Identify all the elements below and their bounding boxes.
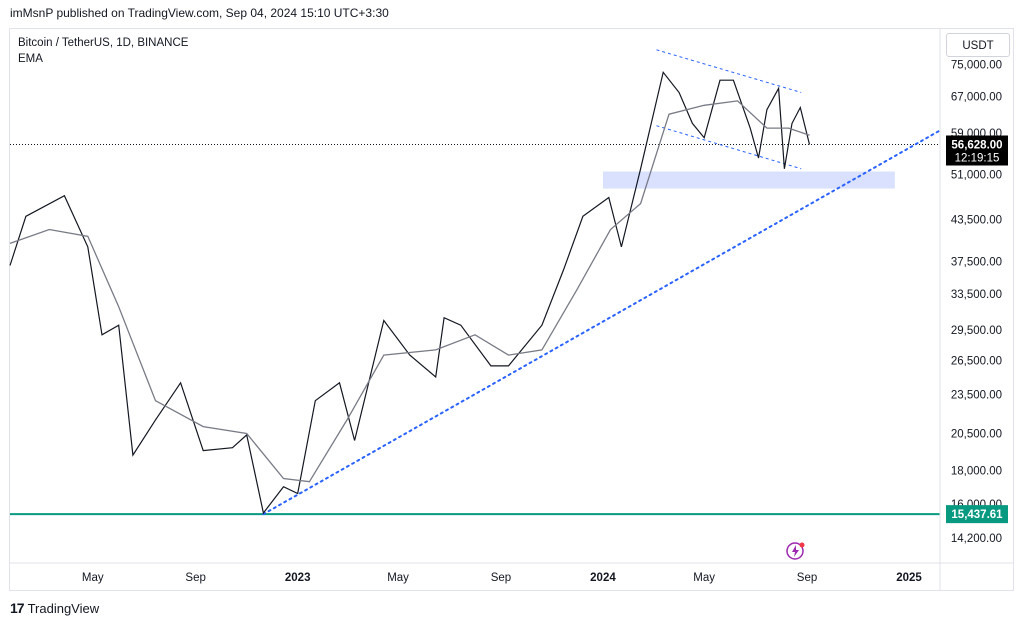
support-price-badge <box>946 505 1008 524</box>
y-tick-label: 67,000.00 <box>951 92 1002 104</box>
channel-lower-line <box>656 125 802 170</box>
x-tick-label: May <box>387 572 409 584</box>
currency-button[interactable]: USDT <box>946 33 1010 57</box>
x-tick-label: 2024 <box>590 572 616 584</box>
y-tick-label: 18,000.00 <box>951 465 1002 477</box>
x-tick-label: May <box>693 572 715 584</box>
x-tick-label: Sep <box>185 572 205 584</box>
countdown-label: 12:19:15 <box>955 153 1000 165</box>
ascending-trendline <box>262 129 941 516</box>
x-tick-label: May <box>82 572 104 584</box>
x-tick-label: 2023 <box>285 572 311 584</box>
last-price-badge <box>946 135 1008 166</box>
tradingview-logo-icon: 17 <box>10 600 25 616</box>
y-tick-label: 14,200.00 <box>951 533 1002 545</box>
ema-series-line <box>9 100 810 483</box>
channel-upper-line <box>656 49 802 93</box>
y-tick-label: 29,500.00 <box>951 325 1002 337</box>
y-tick-label: 43,500.00 <box>951 215 1002 227</box>
indicator-label[interactable]: EMA <box>18 53 43 65</box>
event-dot-icon <box>799 542 805 548</box>
x-tick-label: Sep <box>797 572 817 584</box>
footer-brand: 17 TradingView <box>10 600 99 616</box>
support-price-label: 15,437.61 <box>951 509 1003 521</box>
x-tick-label: 2025 <box>896 572 922 584</box>
y-tick-label: 51,000.00 <box>951 169 1002 181</box>
last-price-label: 56,628.00 <box>951 140 1002 152</box>
price-series-line <box>9 70 811 515</box>
x-tick-label: Sep <box>491 572 511 584</box>
lightning-bolt-icon <box>792 545 799 557</box>
support-zone <box>602 171 895 189</box>
lightning-event-icon <box>786 542 804 560</box>
y-tick-label: 20,500.00 <box>951 428 1002 440</box>
y-tick-label: 33,500.00 <box>951 289 1002 301</box>
y-tick-label: 26,500.00 <box>951 355 1002 367</box>
y-tick-label: 23,500.00 <box>951 390 1002 402</box>
y-tick-label: 75,000.00 <box>951 60 1002 72</box>
chart-frame <box>9 28 1014 591</box>
y-tick-label: 37,500.00 <box>951 257 1002 269</box>
publish-info: imMsnP published on TradingView.com, Sep… <box>10 6 389 20</box>
pane-legend: Bitcoin / TetherUS, 1D, BINANCE EMA <box>18 35 188 67</box>
footer-brand-text: TradingView <box>27 600 100 616</box>
symbol-title[interactable]: Bitcoin / TetherUS, 1D, BINANCE <box>18 37 189 49</box>
